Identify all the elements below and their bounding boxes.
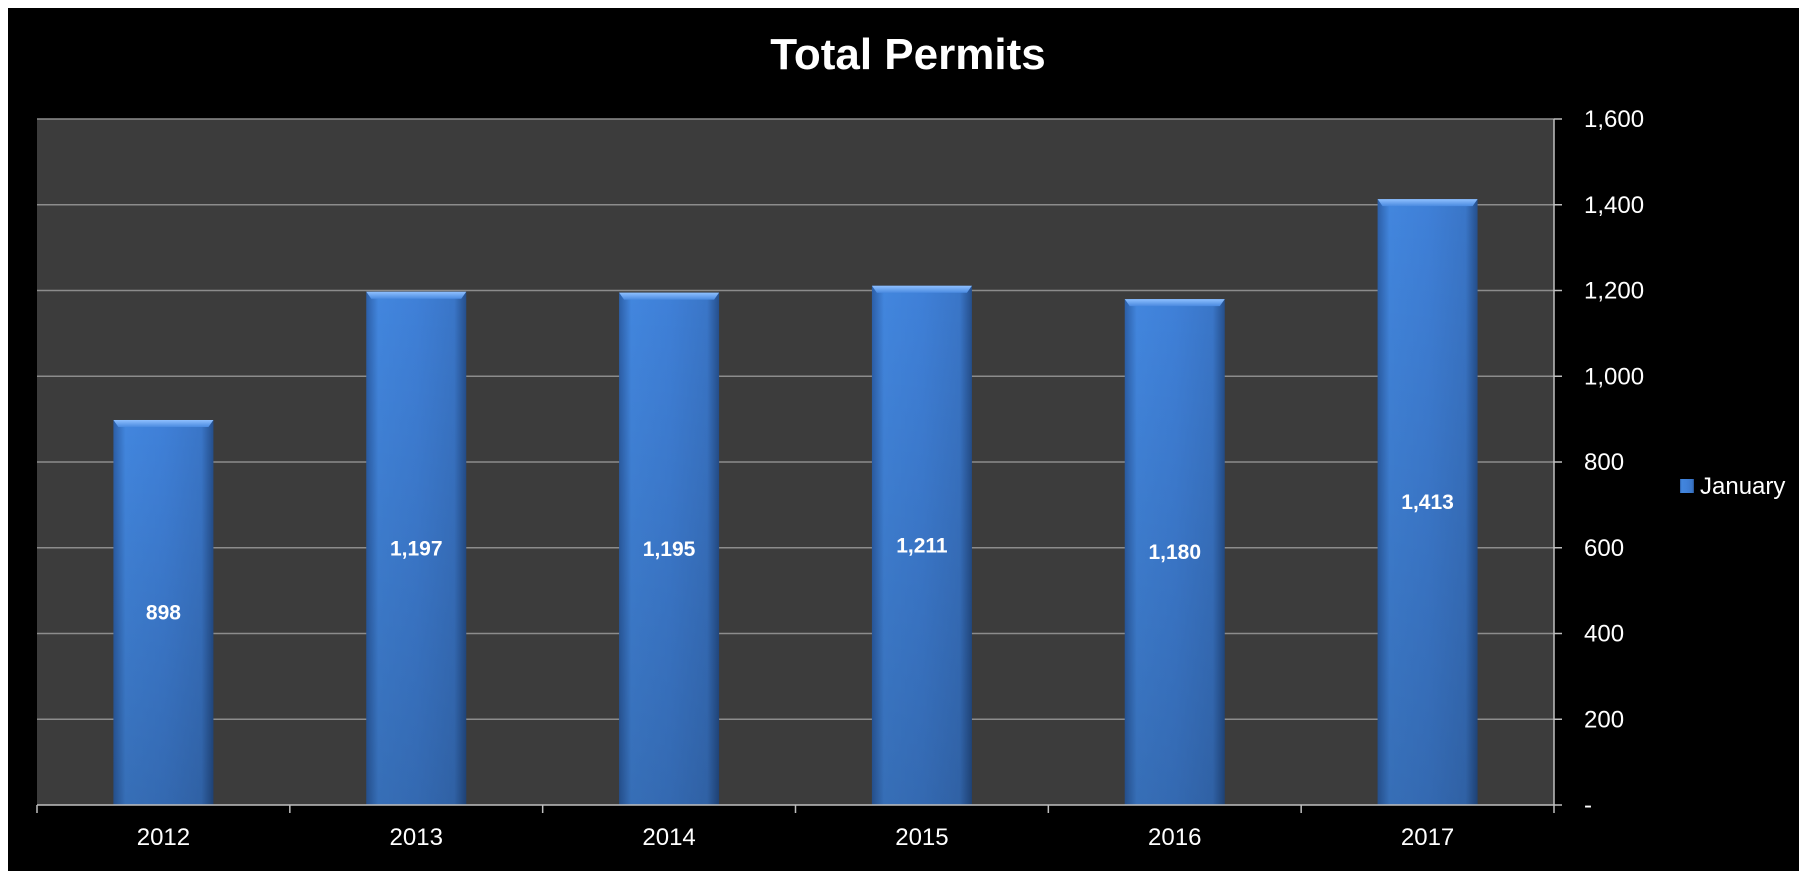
legend-label-january: January [1700, 473, 1785, 500]
axes [36, 118, 1562, 813]
data-labels: 898 1,197 1,195 1,211 1,180 1,413 [146, 491, 1454, 624]
y-axis-tick-labels: - 200 400 600 800 1,000 1,200 1,400 1,600 [1584, 106, 1644, 819]
data-label: 1,195 [643, 538, 696, 561]
bar [113, 419, 214, 805]
bar-bevel [366, 291, 467, 299]
y-tick-label: 1,400 [1584, 192, 1644, 219]
bar-shade [1377, 199, 1478, 805]
x-tick-label: 2015 [895, 824, 948, 851]
bar-shade [619, 292, 720, 805]
bar-shade [113, 419, 214, 805]
bar-shade [1124, 299, 1225, 805]
bar-chart: Total Permits - 200 400 600 800 1,000 1,200 1,4… [36, 30, 1785, 851]
gridlines [37, 118, 1554, 720]
bar [619, 292, 720, 805]
bar [366, 291, 467, 805]
x-tick-label: 2014 [642, 824, 695, 851]
bar-bevel [1377, 199, 1478, 207]
data-label: 898 [146, 601, 181, 624]
x-tick-label: 2013 [390, 824, 443, 851]
bar-bevel [113, 419, 214, 427]
bar-bevel [871, 285, 972, 293]
bar [871, 285, 972, 805]
x-tick-label: 2012 [137, 824, 190, 851]
x-tick-label: 2017 [1401, 824, 1454, 851]
chart-frame: Total Permits - 200 400 600 800 1,000 1,200 1,4… [8, 8, 1799, 871]
y-tick-label: 400 [1584, 621, 1624, 648]
legend-swatch-january [1680, 479, 1694, 493]
bar-shade [871, 285, 972, 805]
y-tick-label: 1,200 [1584, 278, 1644, 305]
bar-series-january [113, 199, 1478, 805]
data-label: 1,211 [896, 534, 948, 557]
bar [1377, 199, 1478, 805]
legend: January [1680, 473, 1785, 500]
x-axis-tick-labels: 2012 2013 2014 2015 2016 2017 [137, 824, 1455, 851]
data-label: 1,197 [390, 537, 443, 560]
bar-bevel [1124, 299, 1225, 307]
y-tick-label: 1,000 [1584, 363, 1644, 390]
y-tick-label: 800 [1584, 449, 1624, 476]
data-label: 1,180 [1148, 541, 1201, 564]
bar-bevel [619, 292, 720, 300]
y-tick-label: 200 [1584, 706, 1624, 733]
y-tick-label: 600 [1584, 535, 1624, 562]
x-tick-label: 2016 [1148, 824, 1201, 851]
bar-shade [366, 291, 467, 805]
chart-title: Total Permits [770, 30, 1045, 79]
y-tick-label: 1,600 [1584, 106, 1644, 133]
bar [1124, 299, 1225, 805]
data-label: 1,413 [1401, 491, 1454, 514]
y-tick-label: - [1584, 792, 1592, 819]
